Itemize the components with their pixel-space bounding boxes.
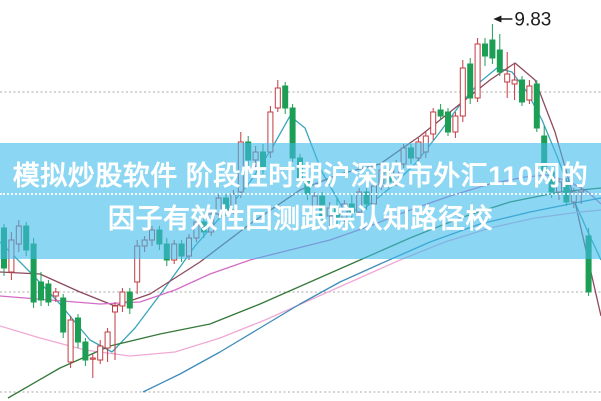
candle-down xyxy=(282,85,289,109)
candle-up xyxy=(452,115,459,133)
candle-down xyxy=(45,283,52,303)
candle-up xyxy=(459,67,466,117)
candle-up xyxy=(504,73,511,83)
candle-down xyxy=(75,317,81,343)
candle-up xyxy=(97,345,104,361)
candle-up xyxy=(89,357,96,360)
candle-up xyxy=(274,87,281,109)
candle-down xyxy=(533,83,540,129)
headline-line-2: 因子有效性回测跟踪认知路径校 xyxy=(108,204,493,234)
candle-up xyxy=(119,291,126,307)
candle-up xyxy=(112,305,118,313)
candle-down xyxy=(126,291,133,309)
peak-price-label: 9.83 xyxy=(514,10,551,31)
gridline-on-band xyxy=(0,193,601,195)
headline-overlay: 模拟炒股软件 阶段性时期沪深股市外汇110网的 因子有效性回测跟踪认知路径校 xyxy=(0,143,601,259)
candle-down xyxy=(467,63,474,99)
candle-down xyxy=(82,341,89,361)
candle-up xyxy=(104,331,111,349)
candle-down xyxy=(445,111,451,133)
candle-up xyxy=(526,85,533,101)
candle-down xyxy=(489,39,496,59)
candle-down xyxy=(60,297,67,333)
candle-down xyxy=(38,281,44,301)
price-annotation: 9.83 xyxy=(493,10,551,31)
candle-down xyxy=(519,79,525,103)
candle-down xyxy=(482,43,488,57)
gridlines xyxy=(0,91,601,393)
candle-down xyxy=(496,49,503,73)
candle-up xyxy=(474,43,481,99)
candle-up xyxy=(52,291,59,297)
annotation-arrowhead-icon xyxy=(493,15,502,23)
candle-down xyxy=(437,109,444,117)
candle-up xyxy=(511,79,518,85)
candle-up xyxy=(67,319,74,363)
candle-up xyxy=(430,111,437,135)
headline-line-1: 模拟炒股软件 阶段性时期沪深股市外汇110网的 xyxy=(12,161,589,191)
